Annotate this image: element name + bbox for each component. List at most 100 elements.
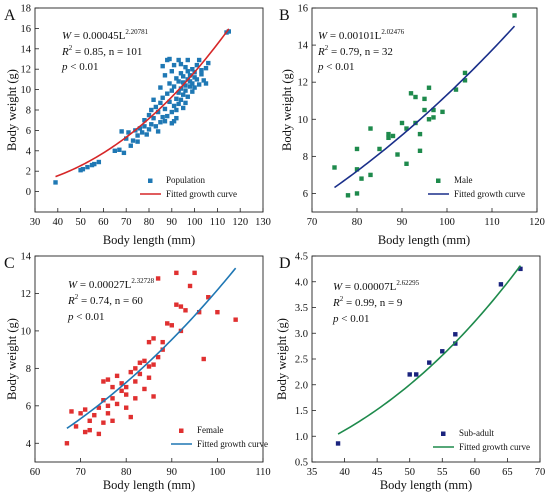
y-tick-label: 4.5 <box>295 252 308 263</box>
y-tick-label: 6 <box>26 401 31 412</box>
data-point <box>427 360 432 365</box>
fitted-curve <box>66 267 237 429</box>
panel-c-pvalue: p < 0.01 <box>67 311 104 323</box>
panel-a: A 30 40 50 60 70 80 90 100 110 120 130 0 2 4 6 8 10 12 14 1… <box>4 4 271 248</box>
x-tick-label: 70 <box>75 467 86 478</box>
data-point <box>85 164 90 170</box>
y-tick-label: 1.5 <box>295 406 308 417</box>
data-point <box>114 401 120 407</box>
panel-b-ylabel: Body weight (g) <box>280 69 294 151</box>
panel-c: C 60 70 80 90 100 110 4 6 8 10 12 14 Female Fitted gr… <box>4 252 271 493</box>
y-tick-label: 12 <box>21 289 32 300</box>
data-point <box>404 161 409 166</box>
data-point <box>169 69 174 74</box>
panel-d-letter: D <box>279 255 291 272</box>
data-point <box>64 441 70 446</box>
data-point <box>92 412 97 418</box>
data-point <box>453 341 458 346</box>
x-tick-label: 70 <box>535 467 546 478</box>
legend-label-curve: Fitted growth curve <box>197 439 268 449</box>
data-point <box>80 166 86 172</box>
data-point <box>137 360 143 365</box>
data-point <box>174 76 179 81</box>
data-point <box>215 309 220 315</box>
data-point <box>153 104 159 110</box>
data-point <box>199 68 204 73</box>
data-point <box>135 133 140 138</box>
data-point <box>160 339 165 345</box>
data-point <box>69 409 74 414</box>
data-point <box>203 81 209 86</box>
data-point <box>96 405 102 410</box>
data-point <box>158 100 163 106</box>
data-point <box>87 427 92 433</box>
fitted-curve <box>337 265 522 435</box>
data-point <box>368 172 373 178</box>
data-point <box>377 146 382 152</box>
data-point <box>201 78 206 83</box>
data-point <box>417 131 423 137</box>
data-point <box>190 67 195 72</box>
y-tick-label: 12 <box>298 78 309 89</box>
data-point <box>96 159 102 165</box>
data-point <box>426 117 432 122</box>
y-tick-label: 6 <box>303 189 308 200</box>
data-point <box>206 295 211 300</box>
data-point <box>92 161 97 167</box>
data-point <box>431 107 436 113</box>
data-point <box>155 276 161 281</box>
panel-b: B 70 80 90 100 110 120 6 8 10 12 14 16 Male Fitted gr… <box>279 4 545 248</box>
data-point <box>226 29 231 34</box>
data-point <box>146 364 152 369</box>
data-point <box>181 80 186 85</box>
data-point <box>101 398 106 403</box>
y-tick-label: 8 <box>26 106 31 117</box>
y-tick-label: 14 <box>298 41 309 52</box>
legend-label-curve: Fitted growth curve <box>166 189 237 199</box>
data-point <box>183 64 188 70</box>
plot-frame <box>34 255 264 463</box>
data-point <box>178 86 184 91</box>
x-tick-label: 80 <box>144 217 155 228</box>
y-tick-label: 4 <box>26 146 32 157</box>
data-point <box>160 114 165 120</box>
data-point <box>146 339 152 345</box>
data-point <box>162 106 168 112</box>
data-point <box>124 405 129 410</box>
x-tick-label: 55 <box>437 467 448 478</box>
data-point <box>117 147 122 152</box>
y-tick-label: 16 <box>298 4 309 15</box>
data-point <box>110 418 115 423</box>
data-point <box>78 411 83 416</box>
panel-c-plot: 60 70 80 90 100 110 4 6 8 10 12 14 Female Fitted grow… <box>21 252 271 479</box>
data-point <box>368 126 373 131</box>
legend-marker-points <box>148 178 153 183</box>
data-point <box>185 57 190 63</box>
panel-d-plot: 35 40 45 50 55 60 65 70 0.5 1.0 1.5 2.0 2.5 3.0 3.5 4.0… <box>295 252 545 479</box>
data-point <box>151 115 156 121</box>
data-point <box>73 424 79 429</box>
data-point <box>196 82 202 87</box>
data-point <box>414 372 419 377</box>
panel-b-pvalue: p < 0.01 <box>317 61 354 73</box>
panel-a-equation: W = 0.00045L2.20781 <box>62 28 149 42</box>
data-point <box>162 73 168 78</box>
y-tick-label: 2.5 <box>295 355 308 366</box>
y-tick-label: 3.5 <box>295 303 308 314</box>
panel-c-ylabel: Body weight (g) <box>5 318 19 400</box>
data-point <box>335 441 341 446</box>
data-point <box>187 73 193 78</box>
data-point <box>158 120 163 125</box>
y-tick-label: 8 <box>26 364 31 375</box>
data-point <box>105 403 111 409</box>
y-tick-label: 6 <box>26 126 31 137</box>
x-tick-label: 110 <box>210 217 225 228</box>
data-point <box>194 62 200 68</box>
data-point <box>194 77 200 82</box>
data-point <box>453 87 459 92</box>
data-point <box>181 92 186 97</box>
panel-b-equation: W = 0.00101L2.02476 <box>318 28 405 42</box>
y-tick-label: 14 <box>21 44 32 55</box>
x-tick-label: 60 <box>470 467 481 478</box>
panel-b-stats: R2 = 0.79, n = 32 <box>317 44 393 58</box>
